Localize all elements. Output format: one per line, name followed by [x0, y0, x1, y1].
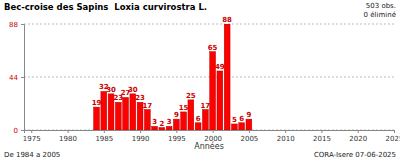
- bar: [152, 126, 158, 130]
- bar: [181, 112, 187, 130]
- bar: [217, 71, 223, 130]
- x-tick: 2005: [240, 130, 258, 143]
- y-tick-label: 0: [14, 127, 18, 135]
- x-tick-mark: [249, 130, 250, 133]
- bar: [188, 100, 194, 130]
- y-tick: 88: [9, 21, 24, 29]
- x-tick: 2020: [349, 130, 367, 143]
- y-tick: 0: [14, 127, 24, 135]
- bar: [159, 128, 165, 130]
- x-tick-label: 1985: [95, 135, 113, 143]
- x-tick-mark: [321, 130, 322, 133]
- bar: [195, 123, 201, 130]
- data-label: 30: [106, 86, 116, 94]
- annotation: 503 obs.: [366, 2, 396, 10]
- chart: 1932302327302317323915256176549885691975…: [0, 0, 400, 160]
- x-tick-label: 1980: [59, 135, 77, 143]
- data-label: 5: [232, 116, 237, 124]
- bar: [166, 126, 172, 130]
- data-label: 19: [92, 99, 102, 107]
- x-tick-label: 2005: [240, 135, 258, 143]
- x-tick: 1990: [132, 130, 150, 143]
- x-tick-label: 1975: [23, 135, 41, 143]
- data-label: 3: [167, 118, 172, 126]
- annotation: CORA-Isere 07-06-2025: [314, 151, 396, 159]
- x-tick-mark: [104, 130, 105, 133]
- bar: [246, 119, 252, 130]
- x-tick-mark: [31, 130, 32, 133]
- data-label: 17: [200, 102, 210, 110]
- y-tick-label: 88: [9, 21, 18, 29]
- x-tick-mark: [68, 130, 69, 133]
- x-tick-mark: [176, 130, 177, 133]
- x-tick-label: 2020: [349, 135, 367, 143]
- bar: [144, 110, 150, 130]
- y-tick: 44: [9, 74, 24, 82]
- x-tick: 2025: [386, 130, 400, 143]
- x-tick: 2010: [277, 130, 295, 143]
- x-tick: 1995: [168, 130, 186, 143]
- x-tick: 1985: [95, 130, 113, 143]
- y-axis-line: [21, 25, 25, 131]
- x-tick-mark: [140, 130, 141, 133]
- y-tick-mark: [21, 24, 24, 25]
- data-label: 30: [128, 86, 138, 94]
- x-tick-mark: [394, 130, 395, 133]
- x-axis-title: Années: [194, 141, 224, 151]
- bar: [101, 91, 107, 130]
- annotations: 503 obs.0 éliminé De 1984 a 2005 CORA-Iser…: [4, 2, 396, 159]
- grid: [24, 24, 394, 130]
- x-tick-label: 2010: [277, 135, 295, 143]
- y-tick-label: 44: [9, 74, 18, 82]
- x-tick: 1975: [23, 130, 41, 143]
- x-tick-mark: [285, 130, 286, 133]
- data-labels: 193230232730231732391525617654988569: [92, 16, 252, 128]
- y-tick-mark: [21, 77, 24, 78]
- data-label: 49: [215, 63, 225, 71]
- data-label: 65: [208, 44, 218, 52]
- x-axis-line: [25, 131, 395, 134]
- data-label: 17: [142, 102, 152, 110]
- bar: [115, 102, 121, 130]
- bar: [231, 124, 237, 130]
- grid-line: [24, 77, 394, 78]
- bar: [123, 97, 129, 130]
- title: Bec-croise des Sapins Loxia curvirostra …: [4, 2, 207, 12]
- data-label: 25: [186, 92, 196, 100]
- annotation: De 1984 a 2005: [4, 151, 60, 159]
- bar: [239, 123, 245, 130]
- bars: [94, 24, 252, 130]
- data-label: 6: [196, 115, 201, 123]
- x-tick: 1980: [59, 130, 77, 143]
- x-tick: 2015: [313, 130, 331, 143]
- data-label: 15: [179, 104, 189, 112]
- x-tick-label: 1990: [132, 135, 150, 143]
- x-tick-mark: [213, 130, 214, 133]
- data-label: 9: [246, 111, 251, 119]
- x-tick-label: 1995: [168, 135, 186, 143]
- bar: [94, 107, 100, 130]
- y-axis: 0 44 88: [9, 21, 24, 135]
- data-label: 2: [159, 120, 164, 128]
- annotation: 0 éliminé: [364, 11, 396, 19]
- data-label: 88: [222, 16, 232, 24]
- x-tick-mark: [358, 130, 359, 133]
- data-label: 3: [152, 118, 157, 126]
- bar: [224, 24, 230, 130]
- data-label: 9: [174, 111, 179, 119]
- grid-line: [24, 24, 394, 25]
- bar: [202, 110, 208, 130]
- bar: [173, 119, 179, 130]
- y-tick-mark: [21, 130, 24, 131]
- data-label: 6: [239, 115, 244, 123]
- x-tick-label: 2015: [313, 135, 331, 143]
- x-tick-label: 2025: [386, 135, 400, 143]
